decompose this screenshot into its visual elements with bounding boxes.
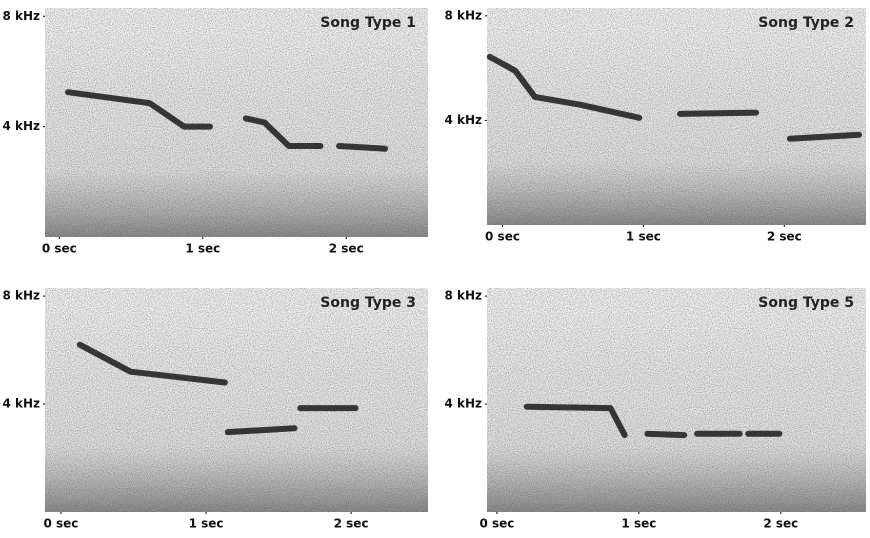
x-tick-label: 0 sec xyxy=(43,517,78,531)
spectrogram-panel: 8 kHz 4 kHz 0 sec 1 sec 2 sec Song Type 2 xyxy=(444,8,866,244)
spectrogram-panel: 8 kHz 4 kHz 0 sec 1 sec 2 sec Song Type 3 xyxy=(2,288,428,531)
panel-title: Song Type 5 xyxy=(758,295,854,311)
spectrogram-panel: 8 kHz 4 kHz 0 sec 1 sec 2 sec Song Type 1 xyxy=(2,8,428,256)
x-tick-label: 2 sec xyxy=(329,242,364,256)
y-tick-label: 8 kHz xyxy=(444,289,482,303)
note-trace xyxy=(65,89,388,152)
note-trace xyxy=(523,403,783,439)
panel-title: Song Type 1 xyxy=(320,15,416,31)
note-trace xyxy=(486,53,862,142)
y-tick-label: 8 kHz xyxy=(2,9,40,23)
spectrogram-low-band xyxy=(487,8,866,225)
y-tick-label: 8 kHz xyxy=(2,289,40,303)
x-tick-label: 2 sec xyxy=(767,230,802,244)
x-tick-label: 2 sec xyxy=(763,517,798,531)
x-tick-label: 1 sec xyxy=(185,242,220,256)
x-tick-label: 0 sec xyxy=(42,242,77,256)
spectrogram-low-band xyxy=(45,288,428,512)
x-tick-label: 0 sec xyxy=(479,517,514,531)
x-tick-label: 2 sec xyxy=(334,517,369,531)
x-tick-label: 1 sec xyxy=(621,517,656,531)
panel-title: Song Type 3 xyxy=(320,295,416,311)
x-tick-label: 1 sec xyxy=(189,517,224,531)
y-tick-label: 4 kHz xyxy=(444,397,482,411)
spectrogram-panel: 8 kHz 4 kHz 0 sec 1 sec 2 sec Song Type 5 xyxy=(444,288,866,531)
spectrogram-low-band xyxy=(45,8,428,237)
y-tick-label: 4 kHz xyxy=(444,113,482,127)
y-tick-label: 4 kHz xyxy=(2,397,40,411)
x-tick-label: 1 sec xyxy=(626,230,661,244)
x-tick-label: 0 sec xyxy=(485,230,520,244)
y-tick-label: 8 kHz xyxy=(444,8,482,22)
y-tick-label: 4 kHz xyxy=(2,119,40,133)
panel-title: Song Type 2 xyxy=(758,15,854,31)
spectrogram-low-band xyxy=(487,288,866,512)
note-trace xyxy=(76,341,359,436)
